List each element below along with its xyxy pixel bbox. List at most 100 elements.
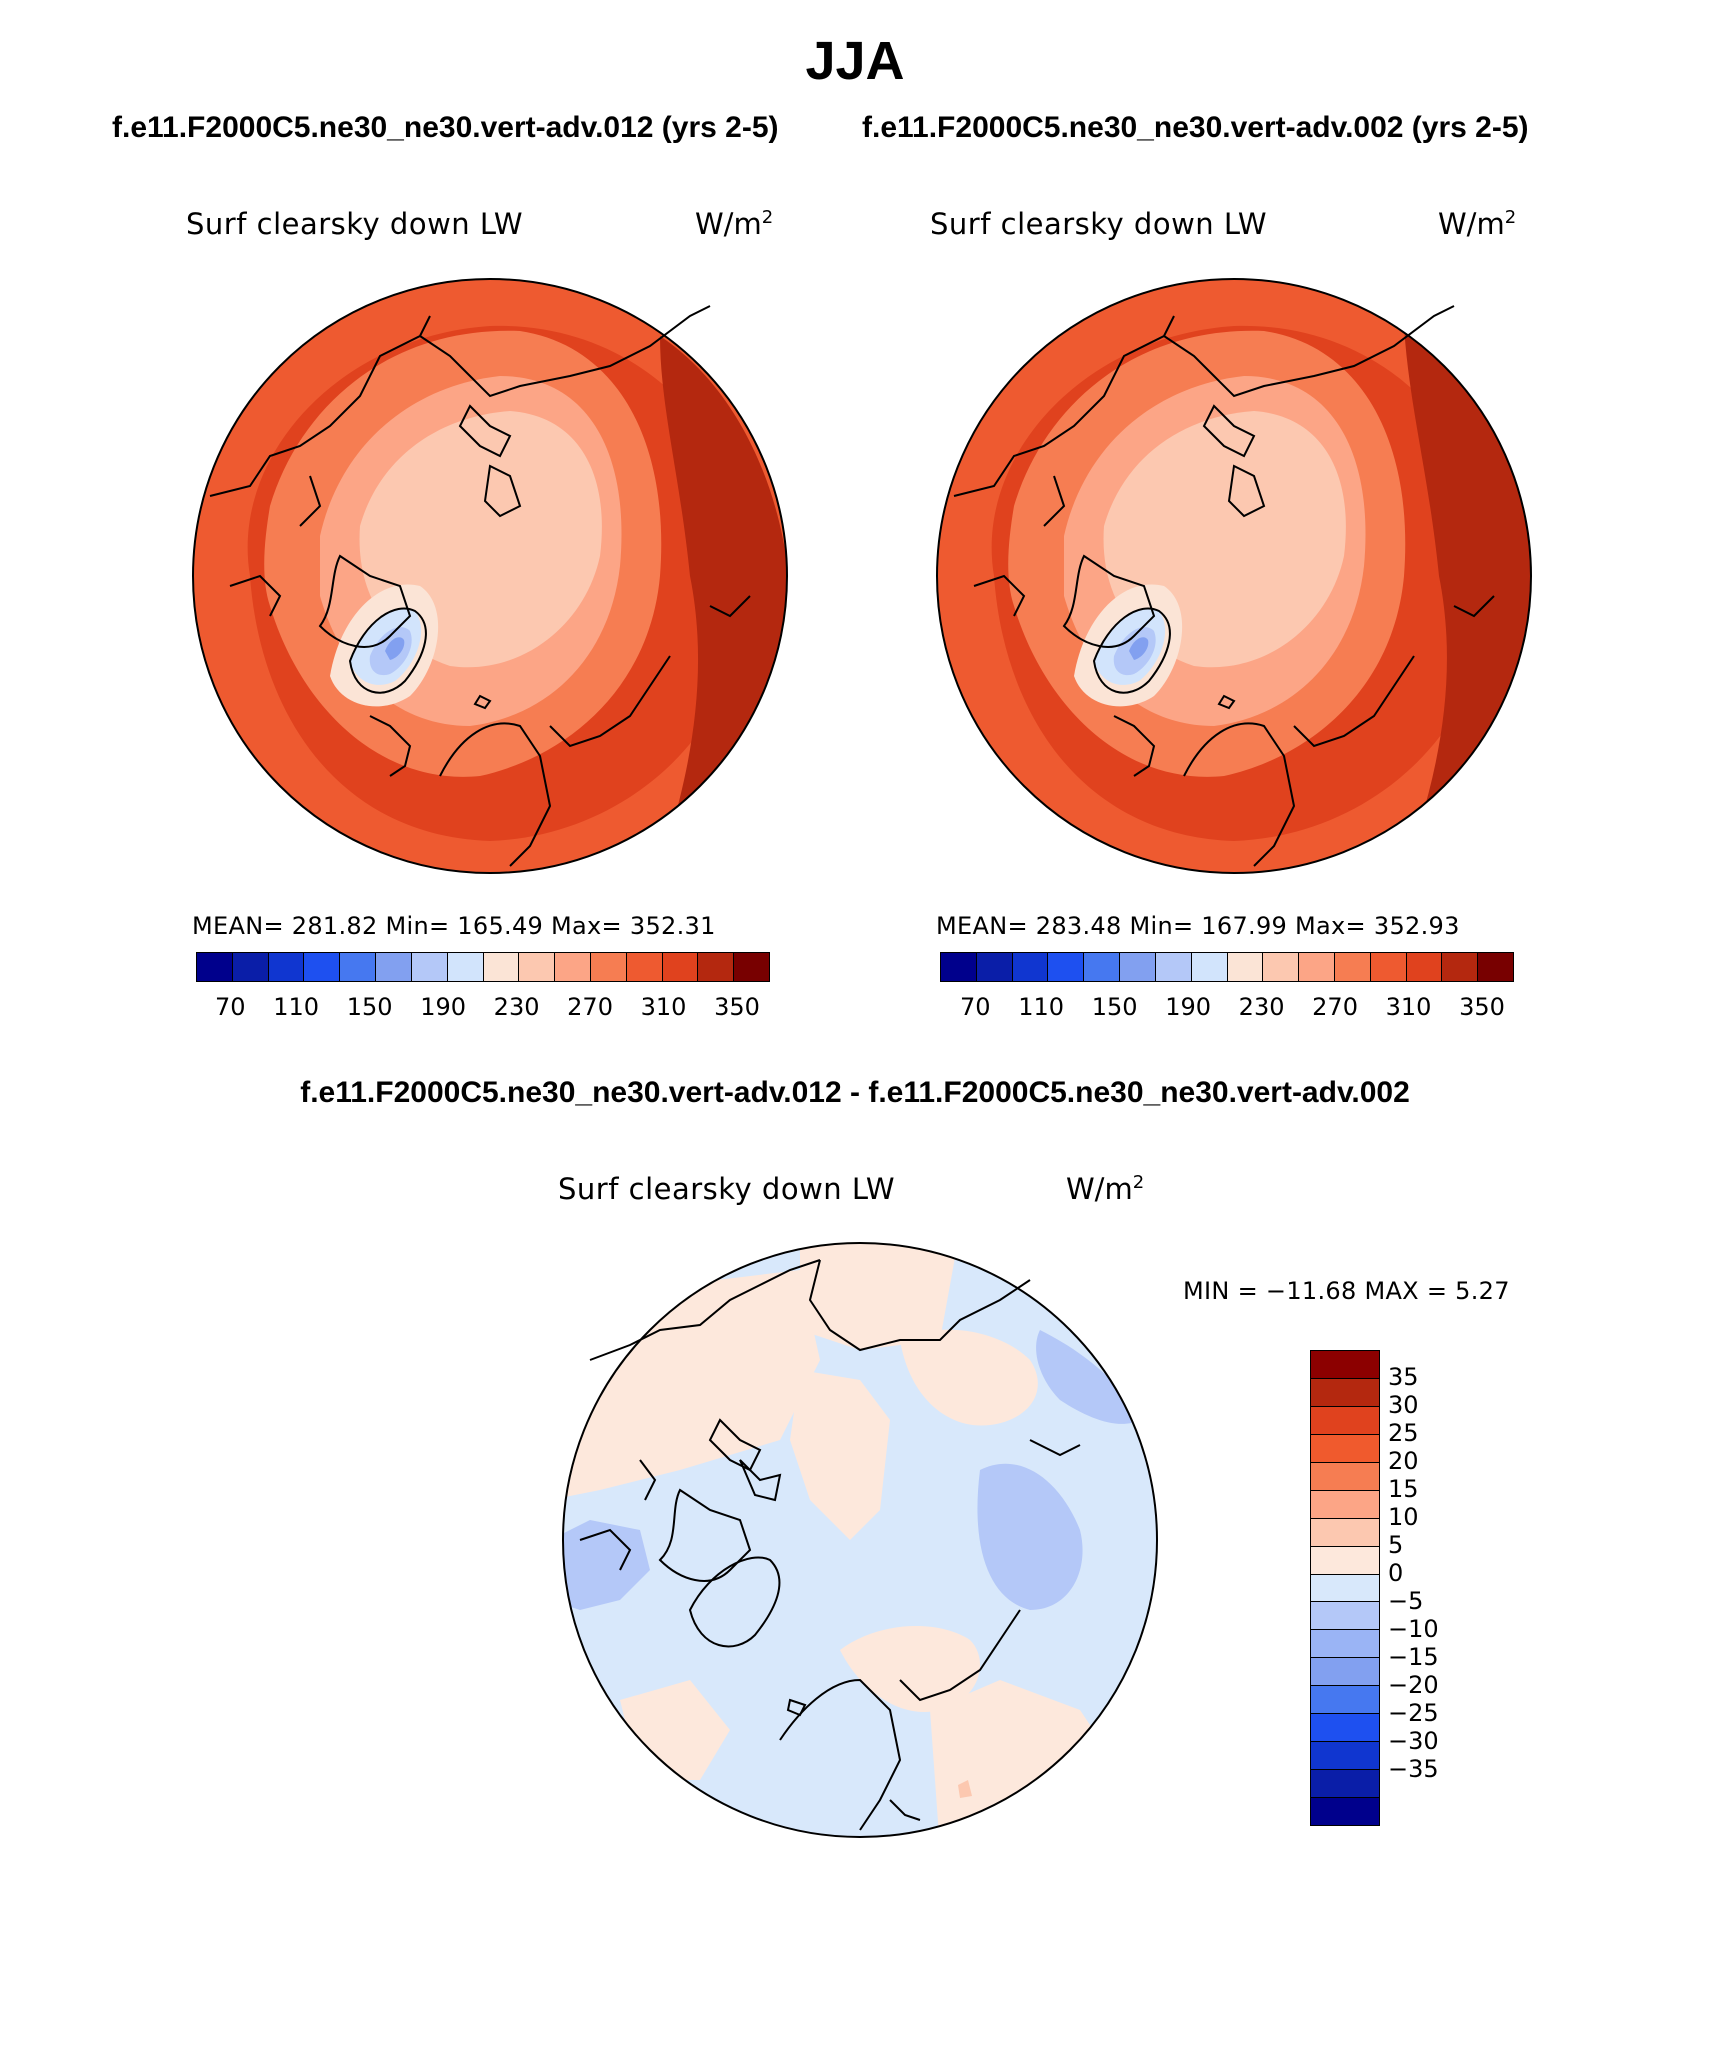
swatch bbox=[1311, 1658, 1379, 1687]
tick-label: 270 bbox=[567, 993, 613, 1021]
diff-coastlines bbox=[579, 1259, 1081, 1831]
diff-negative-ne bbox=[1036, 1330, 1140, 1424]
tick-label: −10 bbox=[1388, 1615, 1439, 1643]
swatch bbox=[1048, 953, 1085, 981]
panel2-case-title: f.e11.F2000C5.ne30_ne30.vert-adv.002 (yr… bbox=[862, 111, 1529, 144]
swatch bbox=[232, 953, 269, 981]
panel2-colorbar bbox=[940, 952, 1514, 982]
swatch bbox=[976, 953, 1013, 981]
diff-minmax: MIN = −11.68 MAX = 5.27 bbox=[1183, 1277, 1510, 1305]
diff-positive-spot bbox=[958, 1780, 972, 1798]
swatch bbox=[1311, 1798, 1379, 1825]
swatch bbox=[1406, 953, 1443, 981]
swatch bbox=[555, 953, 591, 981]
swatch bbox=[1370, 953, 1407, 981]
panel1-variable: Surf clearsky down LW bbox=[186, 207, 524, 241]
swatch bbox=[1311, 1406, 1379, 1435]
swatch bbox=[1311, 1518, 1379, 1547]
swatch bbox=[1311, 1462, 1379, 1491]
diff-positive-center bbox=[790, 1370, 890, 1540]
panel2-units: W/m2 bbox=[1438, 207, 1517, 241]
tick-label: 25 bbox=[1388, 1419, 1419, 1447]
tick-label: 35 bbox=[1388, 1363, 1419, 1391]
swatch bbox=[447, 953, 484, 981]
swatch bbox=[1155, 953, 1192, 981]
swatch bbox=[1311, 1378, 1379, 1407]
swatch bbox=[1311, 1770, 1379, 1798]
tick-label: 190 bbox=[1165, 993, 1211, 1021]
diff-colorbar bbox=[1310, 1350, 1380, 1826]
difference-title: f.e11.F2000C5.ne30_ne30.vert-adv.012 - f… bbox=[300, 1076, 1410, 1109]
tick-label: −5 bbox=[1388, 1587, 1424, 1615]
swatch bbox=[411, 953, 448, 981]
swatch bbox=[1311, 1686, 1379, 1715]
panel2-polar-map bbox=[936, 278, 1532, 874]
swatch bbox=[1442, 953, 1479, 981]
tick-label: 5 bbox=[1388, 1531, 1404, 1559]
tick-label: −25 bbox=[1388, 1699, 1439, 1727]
swatch bbox=[626, 953, 663, 981]
swatch bbox=[1311, 1742, 1379, 1771]
tick-label: 10 bbox=[1388, 1503, 1419, 1531]
swatch bbox=[519, 953, 556, 981]
swatch bbox=[1311, 1714, 1379, 1743]
diff-colorbar-labels: 35 30 25 20 15 10 5 0 −5 −10 −15 −20 −25… bbox=[1388, 1363, 1468, 1833]
panel2-stats: MEAN= 283.48 Min= 167.99 Max= 352.93 bbox=[936, 912, 1460, 940]
tick-label: 110 bbox=[273, 993, 320, 1021]
swatch bbox=[268, 953, 305, 981]
tick-label: 110 bbox=[1018, 993, 1065, 1021]
panel1-colorbar-labels: 70 110 150 190 230 270 310 350 bbox=[215, 993, 760, 1021]
swatch bbox=[590, 953, 627, 981]
tick-label: 270 bbox=[1312, 993, 1358, 1021]
swatch bbox=[1311, 1351, 1379, 1379]
swatch bbox=[1334, 953, 1371, 981]
tick-label: 310 bbox=[1385, 993, 1432, 1021]
swatch bbox=[376, 953, 412, 981]
panel1-colorbar bbox=[196, 952, 770, 982]
tick-label: 0 bbox=[1388, 1559, 1404, 1587]
diff-variable: Surf clearsky down LW bbox=[558, 1172, 896, 1206]
tick-label: −35 bbox=[1388, 1755, 1439, 1783]
panel1-zone-170 bbox=[385, 637, 405, 660]
diff-units: W/m2 bbox=[1066, 1172, 1145, 1206]
tick-label: 350 bbox=[714, 993, 760, 1021]
swatch bbox=[662, 953, 699, 981]
tick-label: 350 bbox=[1459, 993, 1505, 1021]
swatch bbox=[1227, 953, 1264, 981]
diff-positive-ne bbox=[900, 1329, 1038, 1426]
swatch bbox=[1311, 1602, 1379, 1631]
swatch bbox=[698, 953, 735, 981]
panel2-colorbar-labels: 70 110 150 190 230 270 310 350 bbox=[960, 993, 1505, 1021]
tick-label: 15 bbox=[1388, 1475, 1419, 1503]
tick-label: −20 bbox=[1388, 1671, 1439, 1699]
swatch bbox=[1311, 1546, 1379, 1575]
diff-negative-west bbox=[563, 1520, 650, 1610]
diff-positive-south bbox=[840, 1626, 980, 1712]
swatch bbox=[1311, 1490, 1379, 1519]
swatch bbox=[483, 953, 520, 981]
swatch bbox=[1120, 953, 1156, 981]
tick-label: 20 bbox=[1388, 1447, 1419, 1475]
swatch bbox=[1311, 1434, 1379, 1463]
season-title: JJA bbox=[805, 31, 905, 91]
swatch bbox=[1084, 953, 1121, 981]
tick-label: 190 bbox=[420, 993, 466, 1021]
panel1-stats: MEAN= 281.82 Min= 165.49 Max= 352.31 bbox=[192, 912, 716, 940]
swatch bbox=[1311, 1630, 1379, 1659]
swatch bbox=[1263, 953, 1300, 981]
panel1-coastlines bbox=[209, 305, 751, 867]
panel1-polar-map bbox=[192, 278, 788, 874]
diff-negative-east bbox=[977, 1463, 1083, 1610]
swatch bbox=[1191, 953, 1228, 981]
swatch bbox=[1012, 953, 1049, 981]
tick-label: −30 bbox=[1388, 1727, 1439, 1755]
tick-label: 70 bbox=[215, 993, 246, 1021]
panel2-coastlines bbox=[953, 305, 1495, 867]
swatch bbox=[1478, 953, 1513, 981]
swatch bbox=[1311, 1574, 1379, 1603]
tick-label: 30 bbox=[1388, 1391, 1419, 1419]
panel2-variable: Surf clearsky down LW bbox=[930, 207, 1268, 241]
swatch bbox=[304, 953, 341, 981]
tick-label: 230 bbox=[493, 993, 540, 1021]
panel2-zone-170 bbox=[1129, 637, 1149, 660]
